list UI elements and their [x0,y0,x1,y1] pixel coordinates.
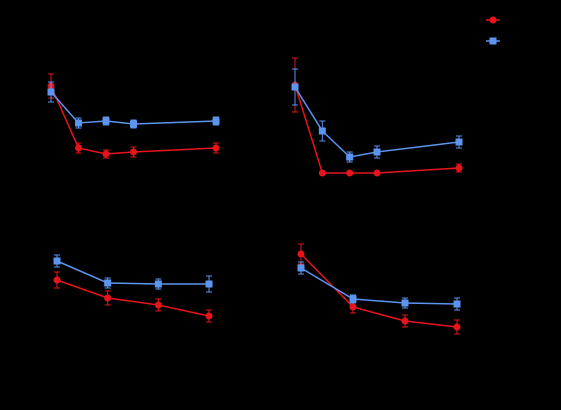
marker [75,144,82,152]
marker [297,264,305,272]
marker [104,279,112,287]
marker [102,150,110,158]
marker [154,280,162,288]
marker [75,119,82,127]
marker [489,16,497,24]
series-line [56,260,209,285]
marker [346,153,354,161]
series-line [56,279,210,317]
marker [373,148,381,156]
marker [291,83,299,91]
marker [205,280,213,288]
series-line [50,91,217,125]
marker [318,169,326,177]
marker [401,299,409,307]
marker [455,164,463,172]
marker [212,144,220,152]
marker [489,37,497,45]
marker [102,117,110,125]
marker [130,120,137,128]
marker [346,169,354,177]
marker [401,317,409,325]
marker [130,148,137,156]
marker [53,276,61,284]
marker [212,117,220,125]
marker [455,138,463,146]
marker [349,303,357,311]
marker [205,312,213,320]
marker [53,257,61,265]
marker [47,88,55,96]
marker [453,323,461,331]
marker [373,169,381,177]
marker [349,295,357,303]
marker [154,301,162,309]
marker [453,300,461,308]
series-line [300,267,458,305]
series-line [300,253,458,328]
marker [318,127,326,135]
marker [104,294,112,302]
marker [297,250,305,258]
